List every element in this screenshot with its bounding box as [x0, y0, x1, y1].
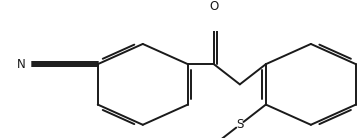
Text: S: S	[236, 118, 243, 131]
Text: N: N	[17, 58, 25, 71]
Text: O: O	[209, 0, 219, 13]
